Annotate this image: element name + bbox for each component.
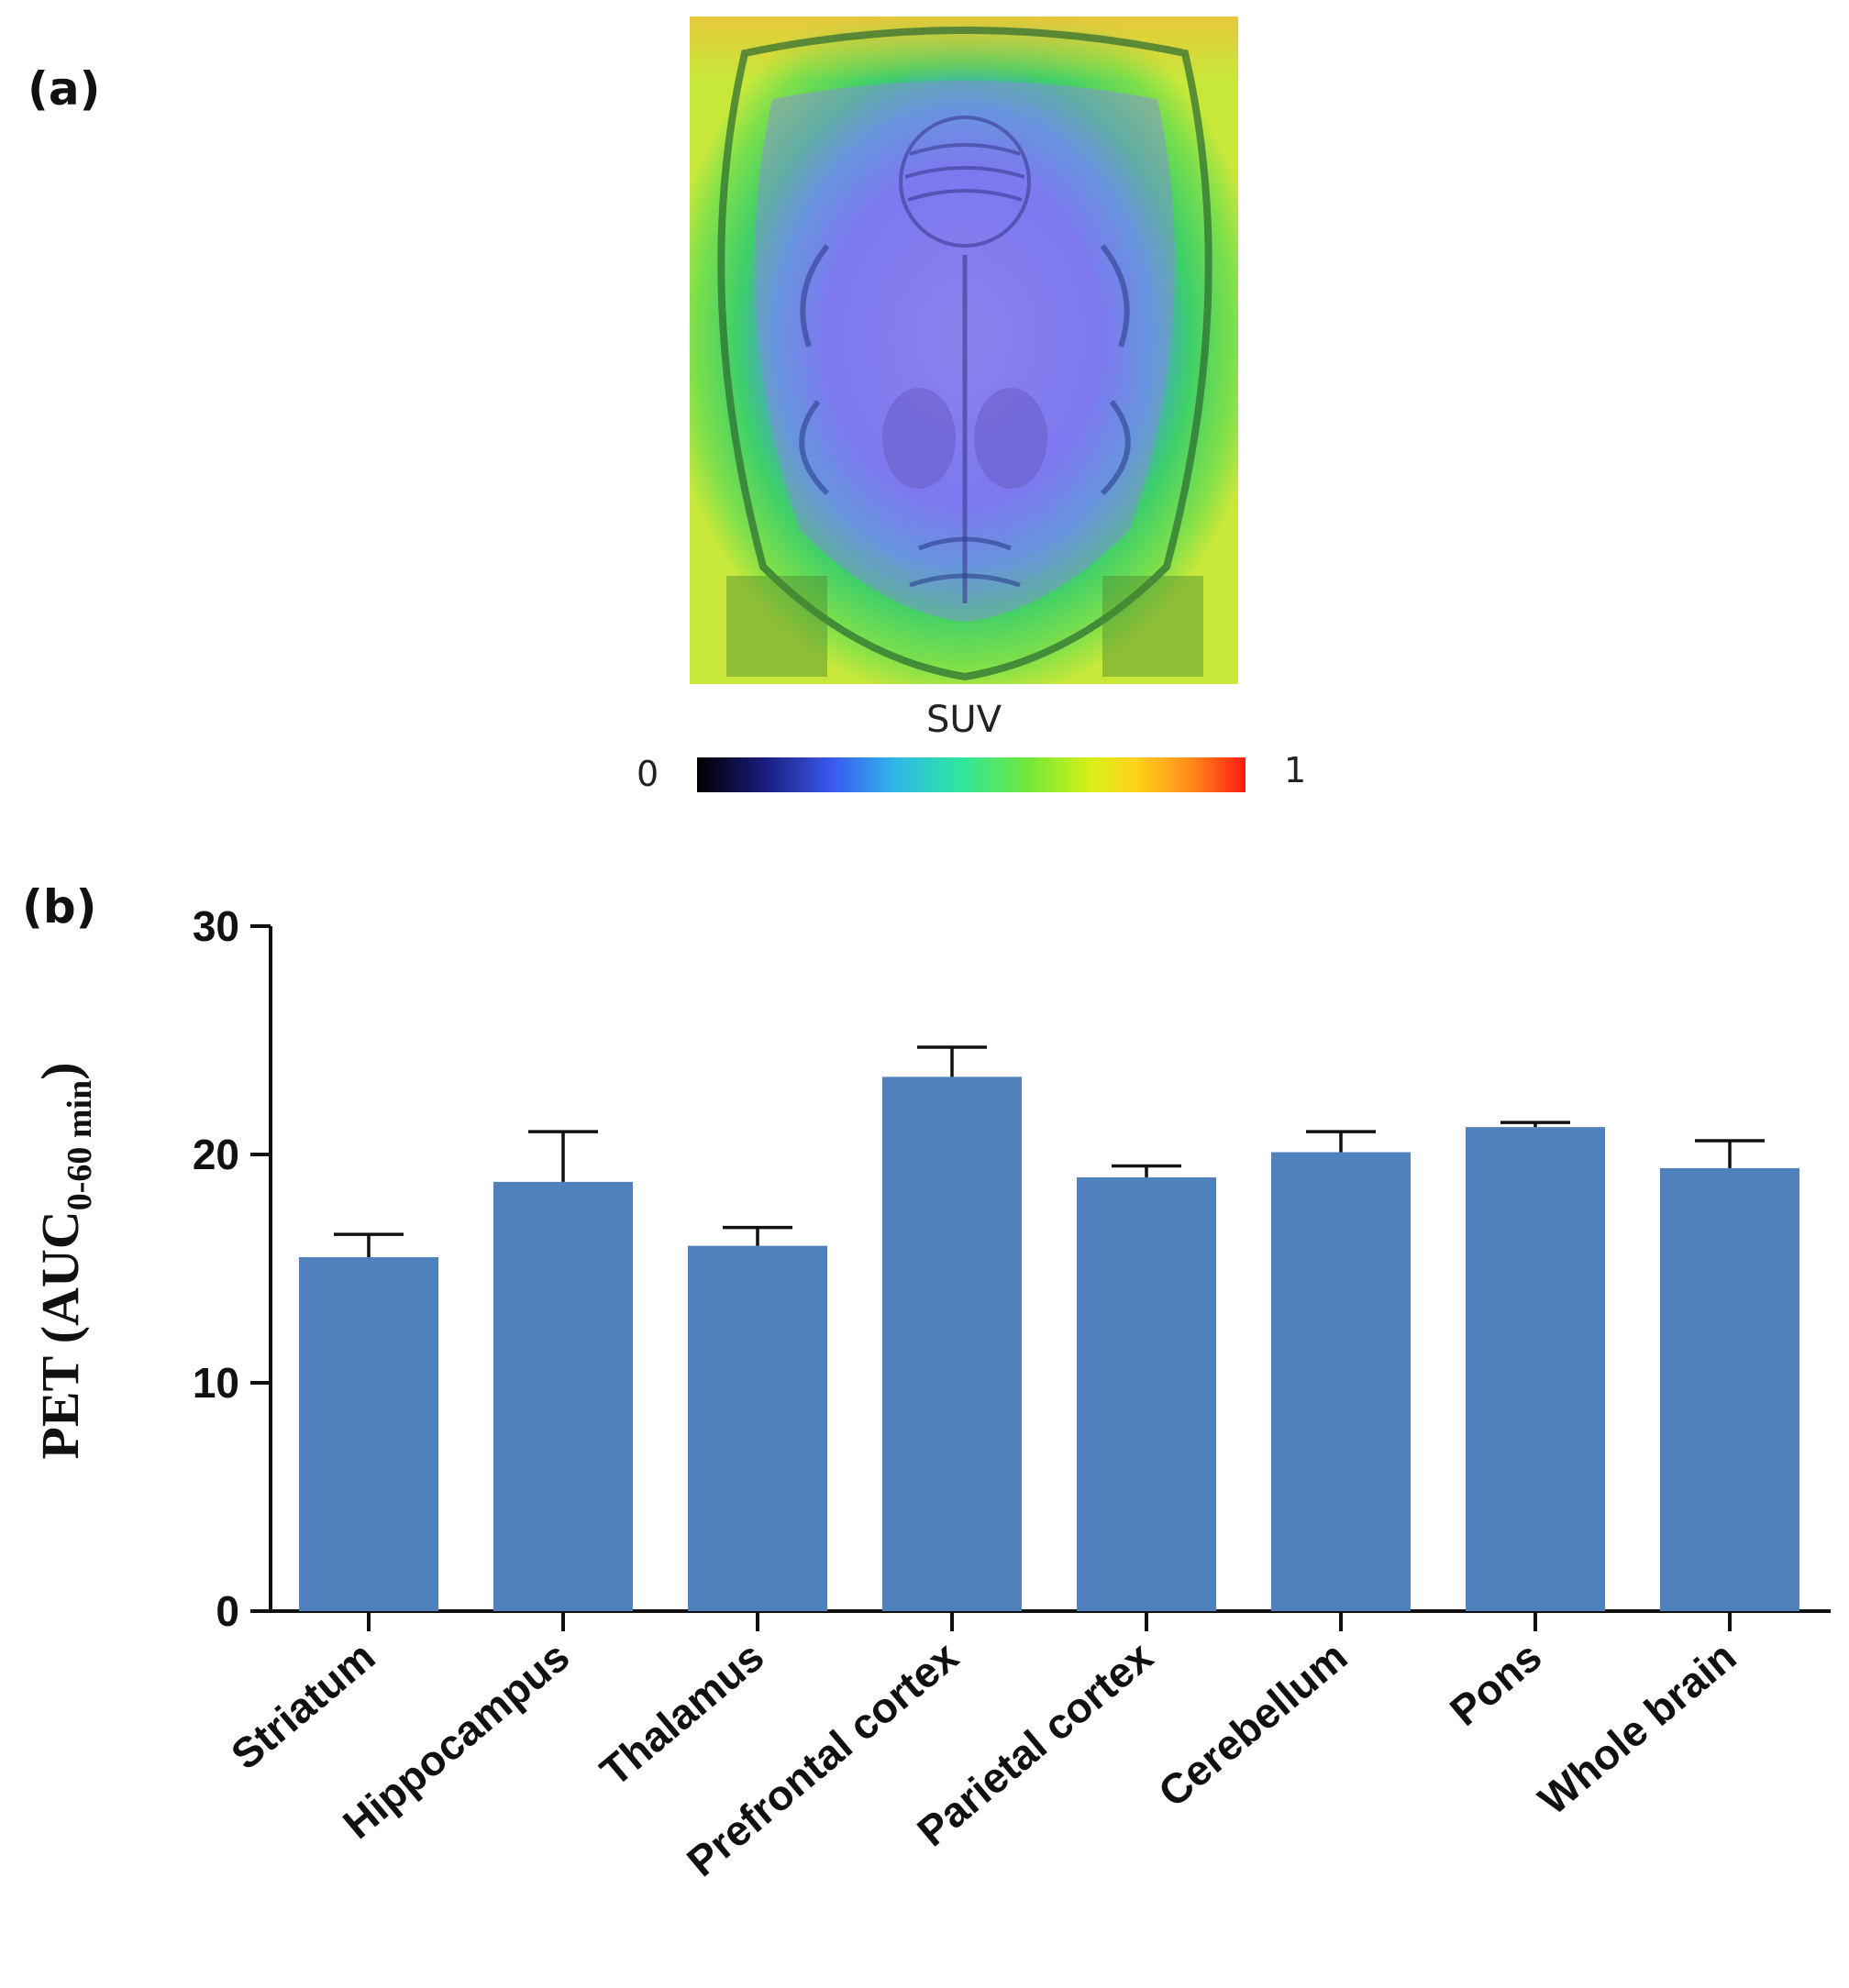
x-axis [271,1609,1831,1631]
panel-b-label: (b) [22,880,97,933]
bar-hippocampus [493,1181,633,1611]
suv-colorbar [697,757,1246,792]
y-tick-label-30: 30 [193,902,239,950]
panel-a-label: (a) [28,62,101,116]
x-tick-label-thalamus: Thalamus [592,1632,773,1795]
bar-striatum [299,1257,438,1611]
bar-prefrontal-cortex [882,1077,1022,1611]
bar-chart: PET (AUC0-60 min) 0 10 20 30 StriatumHippoc… [30,902,1831,1886]
colorbar-title: SUV [926,699,1002,741]
y-tick-label-10: 10 [193,1359,239,1407]
colorbar-max-label: 1 [1284,750,1307,790]
x-tick-label-cerebellum: Cerebellum [1149,1632,1356,1817]
svg-text:PET (AUC0-60 min): PET (AUC0-60 min) [30,1062,99,1459]
y-axis-label-main: PET (AUC [30,1210,90,1459]
y-axis-label-close: ) [30,1062,90,1079]
bar-whole-brain [1660,1167,1799,1611]
bar-cerebellum [1271,1152,1411,1611]
x-tick-label-striatum: Striatum [222,1632,383,1779]
y-tick-label-20: 20 [193,1131,239,1178]
y-axis-label: PET (AUC0-60 min) [30,1062,99,1459]
x-tick-label-pons: Pons [1441,1632,1551,1735]
bar-thalamus [688,1245,827,1611]
x-tick-label-whole-brain: Whole brain [1529,1632,1744,1824]
bars [299,1045,1799,1611]
y-tick-label-0: 0 [216,1587,239,1635]
y-axis: 0 10 20 30 [193,902,272,1635]
y-axis-label-subscript: 0-60 min [61,1080,99,1211]
colorbar-min-label: 0 [637,754,659,794]
pet-mri-brain-image [690,17,1238,684]
bar-parietal-cortex [1077,1176,1216,1611]
bar-pons [1466,1127,1605,1611]
